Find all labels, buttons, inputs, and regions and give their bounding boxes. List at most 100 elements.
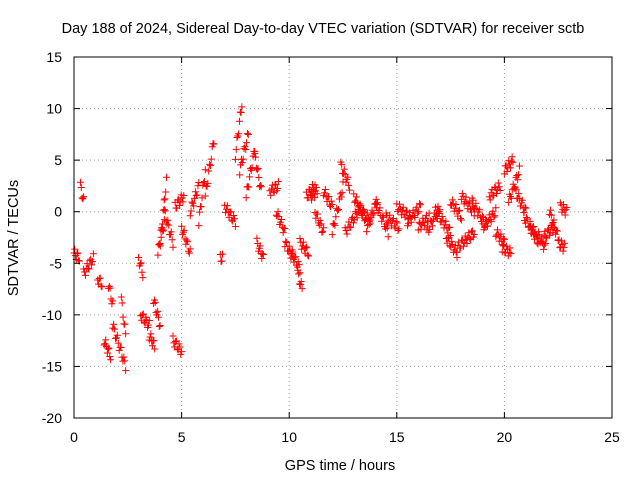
x-axis-label: GPS time / hours (285, 458, 395, 474)
data-point (282, 237, 290, 245)
data-point (303, 243, 311, 251)
data-point (256, 181, 264, 189)
data-point (347, 223, 355, 231)
data-point (235, 130, 243, 138)
data-point (147, 330, 155, 338)
data-point (76, 178, 84, 186)
data-point (118, 299, 126, 307)
data-point (312, 214, 320, 222)
data-point (121, 357, 129, 365)
data-point (108, 300, 116, 308)
data-point (150, 300, 158, 308)
data-point (160, 206, 168, 214)
data-point (447, 201, 455, 209)
data-point (503, 242, 511, 250)
data-point (494, 226, 502, 234)
data-point (470, 231, 478, 239)
data-point (117, 344, 125, 352)
data-point (154, 313, 162, 321)
data-point (399, 203, 407, 211)
data-point (235, 117, 243, 125)
y-tick-label: -5 (50, 255, 63, 271)
data-point (356, 203, 364, 211)
data-point (113, 331, 121, 339)
data-point (222, 205, 230, 213)
data-point (81, 271, 89, 279)
data-point (416, 220, 424, 228)
data-point (154, 307, 162, 315)
data-point (539, 238, 547, 246)
data-point (97, 282, 105, 290)
data-point (121, 320, 129, 328)
data-point (483, 222, 491, 230)
data-point (243, 139, 251, 147)
data-point (160, 196, 168, 204)
grid-lines (74, 57, 612, 418)
data-point (428, 218, 436, 226)
data-point (478, 212, 486, 220)
data-point (492, 204, 500, 212)
data-point (459, 242, 467, 250)
data-point (251, 147, 259, 155)
data-point (163, 173, 171, 181)
data-point (242, 146, 250, 154)
data-point (231, 215, 239, 223)
data-point (150, 337, 158, 345)
data-point (167, 228, 175, 236)
data-point (257, 183, 265, 191)
data-point (231, 222, 239, 230)
data-point (137, 259, 145, 267)
data-point (138, 268, 146, 276)
data-point (80, 193, 88, 201)
data-point (338, 160, 346, 168)
data-point (462, 193, 470, 201)
data-point (274, 185, 282, 193)
data-point (343, 230, 351, 238)
data-point (188, 198, 196, 206)
data-point (522, 204, 530, 212)
data-point (545, 225, 553, 233)
data-point (553, 227, 561, 235)
x-tick-label: 10 (281, 429, 297, 445)
data-point (161, 195, 169, 203)
data-point (164, 216, 172, 224)
data-point (386, 211, 394, 219)
data-point (256, 242, 264, 250)
data-point (382, 220, 390, 228)
data-point (296, 234, 304, 242)
data-point (175, 340, 183, 348)
data-point (119, 313, 127, 321)
y-tick-label: -15 (42, 358, 62, 374)
data-point (542, 233, 550, 241)
data-point (522, 219, 530, 227)
data-point (281, 224, 289, 232)
data-point (78, 194, 86, 202)
data-point (299, 238, 307, 246)
data-point (180, 192, 188, 200)
data-point (244, 130, 252, 138)
data-point (165, 221, 173, 229)
data-point (506, 192, 514, 200)
data-point (291, 253, 299, 261)
x-tick-label: 0 (70, 429, 78, 445)
data-point (156, 321, 164, 329)
data-point (442, 217, 450, 225)
data-point (203, 182, 211, 190)
data-point (508, 153, 516, 161)
data-point (104, 345, 112, 353)
data-point (157, 233, 165, 241)
data-point (233, 133, 241, 141)
y-tick-label: -10 (42, 307, 62, 323)
data-point (279, 229, 287, 237)
data-point (317, 220, 325, 228)
data-point (486, 196, 494, 204)
data-point (432, 203, 440, 211)
data-point (155, 241, 163, 249)
data-point (79, 195, 87, 203)
data-point (191, 188, 199, 196)
y-tick-label: 10 (46, 101, 62, 117)
data-point (201, 192, 209, 200)
data-point (117, 293, 125, 301)
data-point (318, 229, 326, 237)
